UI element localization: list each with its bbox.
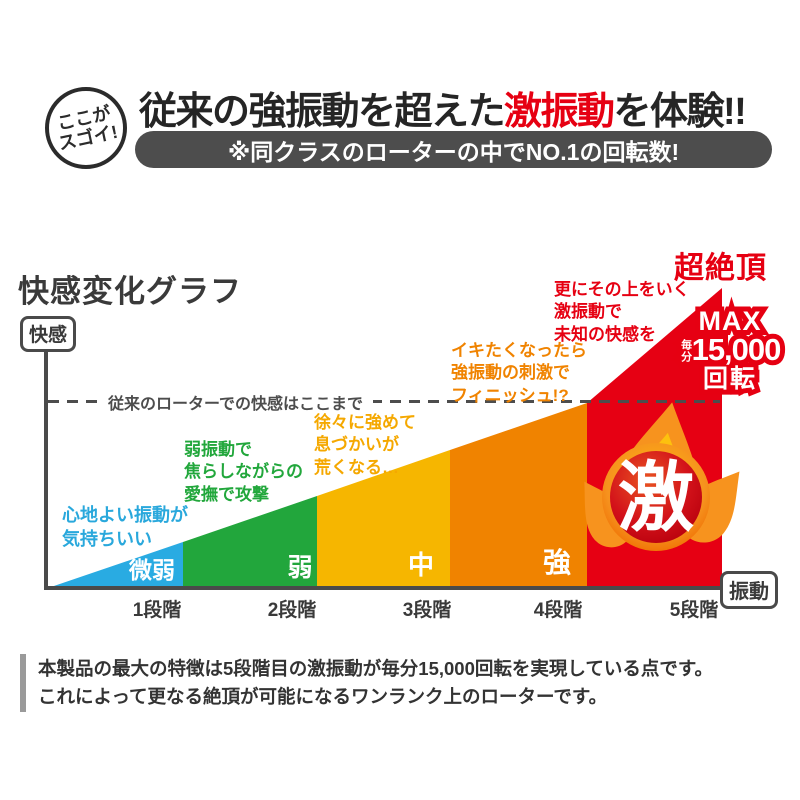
band-2-area	[183, 496, 317, 588]
footer-line-2: これによって更なる絶頂が可能になるワンランク上のローターです。	[38, 686, 608, 708]
rotation-unit: 回転	[698, 362, 760, 396]
max-rotation-badge: MAX 毎分 15,000 回転 MAX 毎分 15,000 回転	[660, 302, 800, 396]
band-label-4: 強	[542, 547, 572, 578]
y-axis-line	[44, 336, 48, 590]
rotation-value: 15,000	[691, 332, 782, 368]
annotation-line: 激振動で	[554, 302, 622, 322]
annotation-line: 弱振動で	[184, 440, 252, 459]
x-tick-2: 2段階	[267, 600, 317, 621]
max-badge-fill: MAX 毎分 15,000 回転	[660, 306, 800, 393]
annotation-line: 心地よい振動が	[62, 505, 188, 525]
annotation-line: 未知の快感を	[554, 324, 656, 344]
rotation-value: 15,000	[687, 329, 787, 371]
peak-label: 超絶頂	[674, 252, 767, 285]
annotation-level-2: 弱振動で 焦らしながらの 愛撫で攻撃	[184, 439, 303, 506]
annotation-line: 気持ちいい	[62, 528, 152, 549]
annotation-level-3: 徐々に強めて 息づかいが 荒くなる…	[314, 412, 416, 479]
annotation-level-4: イキたくなったら 強振動の刺激で フィニッシュ!?	[451, 340, 587, 407]
sub-banner-text: ※同クラスのローターの中でNO.1の回転数!	[227, 138, 680, 165]
y-axis-label: 快感	[20, 316, 77, 352]
band-3-area	[317, 450, 450, 588]
main-headline: 従来の強振動を超えた激振動を体験!!	[139, 80, 784, 135]
annotation-level-5: 更にその上をいく 激振動で 未知の快感を	[554, 279, 690, 346]
chart-title: 快感変化グラフ	[18, 274, 242, 309]
x-tick-1: 1段階	[132, 600, 182, 621]
annotation-line: イキたくなったら	[451, 341, 587, 360]
annotation-line: 徐々に強めて	[314, 413, 416, 432]
footer-line-1: 本製品の最大の特徴は5段階目の激振動が毎分15,000回転を実現している点です。	[38, 658, 713, 679]
x-axis-line	[44, 586, 724, 590]
footer-accent-bar	[20, 654, 26, 712]
max-text: MAX	[698, 306, 762, 336]
geki-mark: 激	[618, 456, 694, 541]
annotation-line: 息づかいが	[314, 435, 399, 455]
headline-post: を体験!!	[613, 91, 747, 133]
band-label-1: 微弱	[129, 557, 175, 583]
annotation-level-1: 心地よい振動が 気持ちいい	[62, 504, 188, 552]
threshold-dashed-line: 従来のローターでの快感はここまで	[48, 390, 720, 414]
threshold-label: 従来のローターでの快感はここまで	[98, 390, 374, 414]
x-tick-5: 5段階	[669, 600, 719, 621]
band-label-3: 中	[407, 550, 435, 580]
annotation-line: 強振動の刺激で	[451, 363, 570, 383]
rotation-unit: 回転	[702, 364, 757, 393]
x-tick-3: 3段階	[402, 600, 452, 621]
max-badge-outline: MAX 毎分 15,000 回転	[660, 302, 800, 396]
per-minute-text: 毎分	[679, 338, 692, 363]
footer-description: 本製品の最大の特徴は5段階目の激振動が毎分15,000回転を実現している点です。…	[38, 655, 788, 711]
band-4-area	[450, 403, 587, 588]
annotation-line: 愛撫で攻撃	[184, 484, 269, 504]
band-label-2: 弱	[287, 554, 313, 582]
max-text: MAX	[694, 302, 766, 340]
headline-pre: 従来の強振動を超えた	[139, 91, 506, 133]
annotation-line: 焦らしながらの	[184, 462, 303, 482]
x-axis-label: 振動	[720, 571, 778, 609]
annotation-line: 更にその上をいく	[554, 280, 690, 299]
annotation-line: 荒くなる…	[314, 457, 399, 477]
annotation-line: フィニッシュ!?	[451, 385, 569, 405]
sub-banner: ※同クラスのローターの中でNO.1の回転数!	[135, 131, 772, 168]
band-1-area	[48, 542, 183, 588]
highlight-badge: ここが スゴイ!	[45, 87, 127, 169]
headline-highlight: 激振動	[504, 91, 615, 133]
geki-core	[610, 451, 702, 543]
x-tick-4: 4段階	[533, 600, 583, 621]
